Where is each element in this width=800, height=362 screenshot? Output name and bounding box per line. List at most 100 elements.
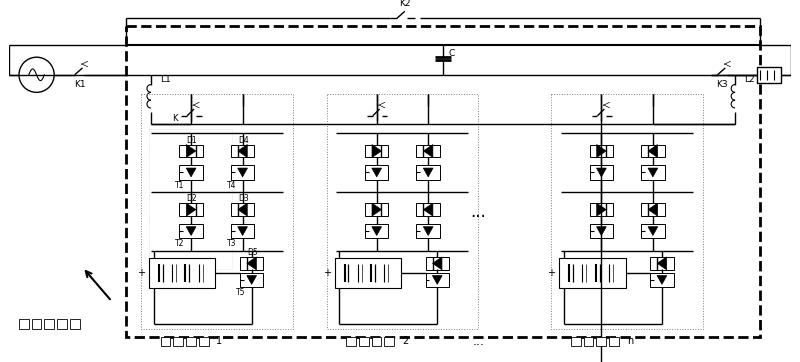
Text: -: - xyxy=(219,268,222,278)
Bar xyxy=(641,145,665,157)
Polygon shape xyxy=(246,275,257,284)
Polygon shape xyxy=(433,257,442,270)
Text: -: - xyxy=(405,268,408,278)
Bar xyxy=(57,319,67,329)
Bar xyxy=(231,165,254,180)
Text: T5: T5 xyxy=(236,288,246,297)
Text: +: + xyxy=(137,268,145,278)
Bar xyxy=(609,337,619,346)
Bar xyxy=(346,337,356,346)
Polygon shape xyxy=(372,144,382,157)
Bar xyxy=(365,203,389,216)
Bar xyxy=(365,165,389,180)
Bar xyxy=(596,337,606,346)
Bar xyxy=(757,67,781,83)
Bar xyxy=(641,165,665,180)
Text: n: n xyxy=(626,337,633,346)
Polygon shape xyxy=(423,168,433,177)
Bar xyxy=(179,145,203,157)
Bar xyxy=(231,145,254,157)
Bar xyxy=(186,337,196,346)
Text: T3: T3 xyxy=(227,239,237,248)
Bar xyxy=(231,203,254,216)
Polygon shape xyxy=(238,203,247,216)
Bar xyxy=(590,224,613,239)
Bar xyxy=(326,94,478,329)
Bar xyxy=(44,319,54,329)
Polygon shape xyxy=(423,203,433,216)
Bar xyxy=(417,224,440,239)
Bar xyxy=(32,319,42,329)
Bar xyxy=(571,337,581,346)
Bar xyxy=(19,319,29,329)
Text: L1: L1 xyxy=(160,75,170,84)
Bar xyxy=(551,94,703,329)
Bar xyxy=(149,129,232,269)
Bar xyxy=(179,165,203,180)
Polygon shape xyxy=(186,203,196,216)
Polygon shape xyxy=(372,227,382,236)
Bar xyxy=(417,165,440,180)
Text: D1: D1 xyxy=(186,136,198,145)
Polygon shape xyxy=(648,227,658,236)
Bar xyxy=(149,258,215,288)
Bar xyxy=(359,337,369,346)
Bar xyxy=(559,258,626,288)
Polygon shape xyxy=(597,144,606,157)
Text: K3: K3 xyxy=(717,80,728,89)
Polygon shape xyxy=(186,168,196,177)
Text: 2: 2 xyxy=(402,337,408,346)
Bar xyxy=(70,319,79,329)
Bar xyxy=(372,337,382,346)
Bar xyxy=(240,257,263,270)
Bar xyxy=(365,224,389,239)
Bar xyxy=(126,26,759,337)
Polygon shape xyxy=(648,203,658,216)
Polygon shape xyxy=(648,144,658,157)
Text: +: + xyxy=(547,268,555,278)
Bar xyxy=(334,258,401,288)
Polygon shape xyxy=(432,275,442,284)
Polygon shape xyxy=(238,227,247,236)
Bar xyxy=(179,224,203,239)
Text: -: - xyxy=(630,268,633,278)
Text: D2: D2 xyxy=(186,194,198,203)
Bar xyxy=(650,273,674,287)
Text: K1: K1 xyxy=(74,80,86,89)
Bar xyxy=(365,145,389,157)
Polygon shape xyxy=(372,203,382,216)
Text: T4: T4 xyxy=(227,181,237,190)
Bar xyxy=(650,257,674,270)
Polygon shape xyxy=(238,144,247,157)
Text: D4: D4 xyxy=(238,136,249,145)
Bar xyxy=(417,203,440,216)
Text: K: K xyxy=(172,114,178,123)
Polygon shape xyxy=(186,144,196,157)
Text: 1: 1 xyxy=(216,337,222,346)
Bar xyxy=(584,337,594,346)
Polygon shape xyxy=(658,257,666,270)
Text: +: + xyxy=(322,268,330,278)
Bar xyxy=(161,337,170,346)
Polygon shape xyxy=(423,227,433,236)
Polygon shape xyxy=(597,203,606,216)
Text: T1: T1 xyxy=(175,181,185,190)
Bar xyxy=(641,224,665,239)
Text: T2: T2 xyxy=(175,239,185,248)
Bar xyxy=(426,257,449,270)
Bar xyxy=(590,145,613,157)
Bar xyxy=(174,337,183,346)
Polygon shape xyxy=(597,227,606,236)
Text: D5: D5 xyxy=(247,248,258,257)
Polygon shape xyxy=(423,144,433,157)
Text: ...: ... xyxy=(472,335,484,348)
Text: K2: K2 xyxy=(399,0,410,8)
Polygon shape xyxy=(247,257,256,270)
Bar xyxy=(240,273,263,287)
Polygon shape xyxy=(372,168,382,177)
Polygon shape xyxy=(657,275,667,284)
Polygon shape xyxy=(648,168,658,177)
Bar xyxy=(590,203,613,216)
Text: D3: D3 xyxy=(238,194,249,203)
Bar xyxy=(641,203,665,216)
